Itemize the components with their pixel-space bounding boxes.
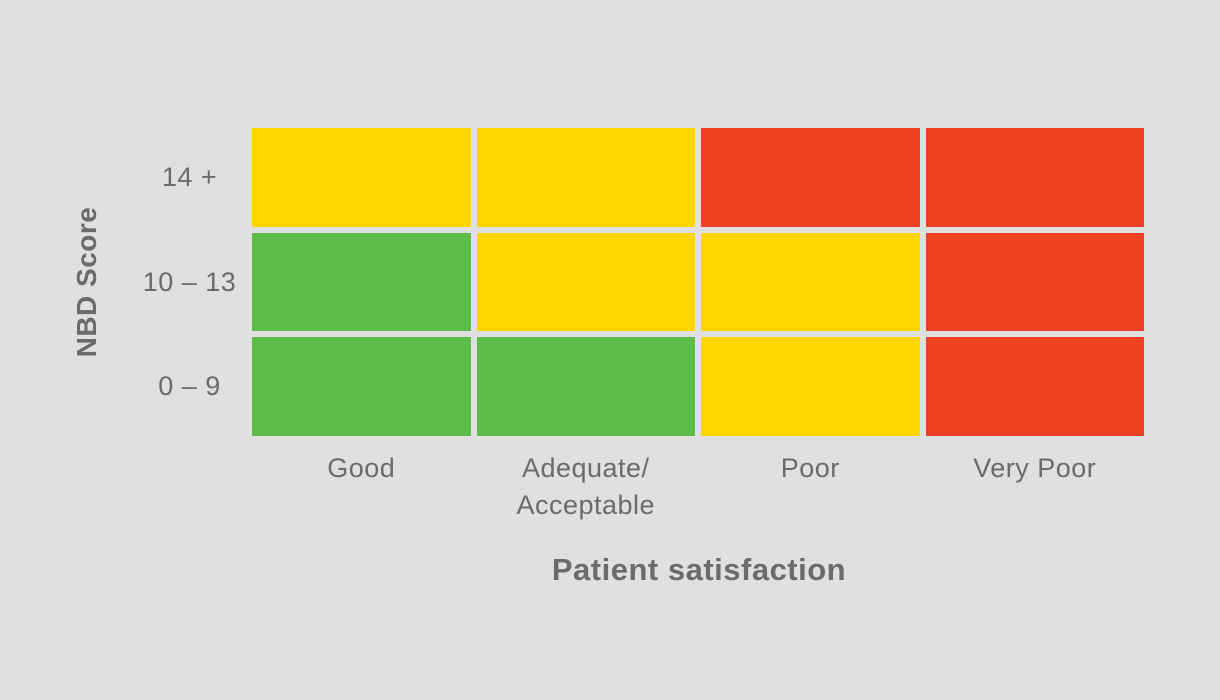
- y-tick-label-0: 14 +: [161, 161, 218, 192]
- heatmap-cell-r2-c2-yellow: [701, 337, 920, 437]
- heatmap-cell-r2-c0-green: [252, 337, 471, 437]
- x-tick-label-2: Poor: [780, 453, 840, 483]
- y-tick-label-2: 0 – 9: [158, 371, 221, 402]
- heatmap-cell-r1-c0-green: [252, 232, 471, 332]
- nbd-satisfaction-heatmap: NBD Score 14 + 10 – 13 0 – 9 Good Adequate/…: [71, 128, 1146, 590]
- heatmap-cell-r0-c0-yellow: [252, 128, 471, 227]
- heatmap-cell-r1-c3-red: [925, 232, 1144, 332]
- heatmap-cell-r1-c1-yellow: [476, 232, 695, 332]
- heatmap-cell-r0-c3-red: [925, 128, 1144, 227]
- x-tick-label-0: Good: [327, 453, 396, 483]
- x-tick-label-3: Very Poor: [973, 453, 1097, 483]
- y-tick-label-1: 10 – 13: [142, 266, 237, 297]
- y-axis-tick-labels: 14 + 10 – 13 0 – 9: [127, 128, 252, 436]
- x-tick-label-1: Adequate/ Acceptable: [516, 453, 656, 520]
- heatmap-grid: [252, 128, 1146, 437]
- heatmap-cell-r2-c1-green: [476, 337, 695, 437]
- heatmap-cell-r0-c1-yellow: [476, 128, 695, 227]
- x-axis-tick-labels: Good Adequate/ Acceptable Poor Very Poor: [252, 450, 1146, 524]
- x-axis-title: Patient satisfaction: [551, 552, 847, 587]
- heatmap-cell-r2-c3-red: [925, 337, 1144, 437]
- y-axis-title: NBD Score: [71, 206, 102, 358]
- heatmap-cell-r1-c2-yellow: [701, 232, 920, 332]
- heatmap-cell-r0-c2-red: [701, 128, 920, 227]
